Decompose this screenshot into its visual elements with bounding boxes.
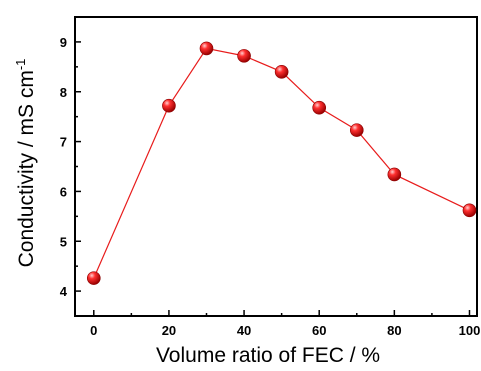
x-axis-title: Volume ratio of FEC / % <box>156 344 380 367</box>
series-line <box>93 47 470 279</box>
y-tick-label: 8 <box>60 85 67 100</box>
y-axis-title-superscript: -1 <box>13 59 28 71</box>
data-point <box>162 98 176 113</box>
plot-frame <box>74 16 478 317</box>
data-point <box>312 100 327 115</box>
y-tick-label: 7 <box>60 135 67 150</box>
y-tick-label: 4 <box>60 284 68 299</box>
data-point <box>199 41 214 56</box>
x-tick-label: 60 <box>312 323 326 338</box>
data-point <box>462 203 477 218</box>
data-point <box>237 49 251 63</box>
y-axis-ticks: 4 5 6 7 8 9 <box>60 35 81 299</box>
y-axis-title: Conductivity / mS cm-1 <box>13 59 38 268</box>
y-axis-title-main: Conductivity / mS cm <box>15 70 38 267</box>
x-tick-label: 80 <box>387 323 401 338</box>
data-point <box>387 167 402 182</box>
data-point <box>274 65 289 79</box>
x-axis-ticks: 0 20 40 60 80 100 <box>90 310 480 338</box>
series-layer <box>86 41 477 285</box>
y-tick-label: 9 <box>60 35 67 50</box>
x-tick-label: 0 <box>90 323 97 338</box>
y-tick-label: 6 <box>60 184 67 199</box>
data-point <box>86 271 101 285</box>
plot-axes <box>74 16 478 317</box>
x-tick-label: 100 <box>459 323 481 338</box>
x-tick-label: 40 <box>237 323 251 338</box>
data-point <box>349 123 364 137</box>
x-tick-label: 20 <box>162 323 176 338</box>
y-tick-label: 5 <box>60 234 67 249</box>
